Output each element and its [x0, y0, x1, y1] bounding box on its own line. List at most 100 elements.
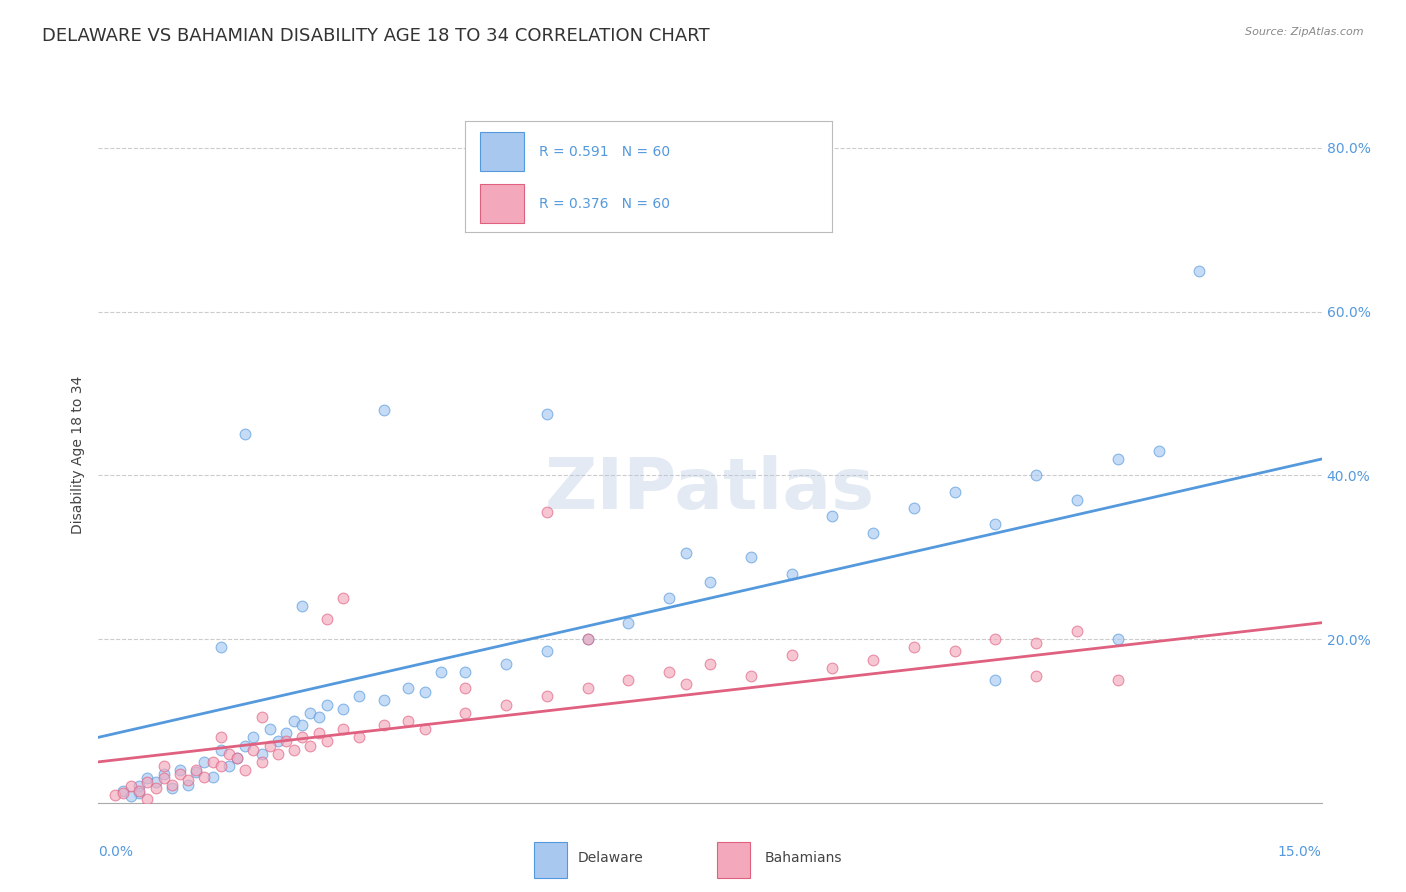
Point — [186, 763, 208, 777]
Point — [1025, 669, 1047, 683]
Point — [780, 648, 803, 663]
Point — [226, 751, 249, 765]
Point — [209, 742, 232, 756]
Point — [193, 770, 215, 784]
Point — [250, 710, 273, 724]
Point — [291, 599, 314, 614]
Point — [308, 710, 330, 724]
Point — [283, 714, 305, 728]
Point — [291, 718, 314, 732]
Point — [617, 673, 640, 687]
Point — [943, 644, 966, 658]
Point — [373, 403, 395, 417]
Point — [536, 644, 558, 658]
Point — [315, 698, 337, 712]
Point — [274, 734, 297, 748]
Text: 0.0%: 0.0% — [98, 845, 134, 858]
Point — [396, 681, 419, 696]
Point — [250, 755, 273, 769]
Point — [821, 509, 844, 524]
Point — [454, 706, 477, 720]
Point — [1107, 452, 1129, 467]
Point — [536, 505, 558, 519]
Point — [699, 574, 721, 589]
Point — [903, 640, 925, 655]
Point — [576, 632, 599, 646]
Point — [267, 747, 290, 761]
Point — [576, 681, 599, 696]
Point — [160, 780, 183, 795]
Text: DELAWARE VS BAHAMIAN DISABILITY AGE 18 TO 34 CORRELATION CHART: DELAWARE VS BAHAMIAN DISABILITY AGE 18 T… — [42, 27, 710, 45]
Point — [658, 591, 681, 606]
Point — [536, 690, 558, 704]
Point — [454, 681, 477, 696]
Point — [233, 763, 256, 777]
Point — [1066, 492, 1088, 507]
Point — [259, 722, 281, 736]
Point — [675, 677, 697, 691]
Point — [111, 786, 134, 800]
Point — [111, 783, 134, 797]
Point — [136, 775, 159, 789]
Point — [495, 698, 517, 712]
Point — [984, 673, 1007, 687]
Point — [186, 764, 208, 779]
Point — [169, 767, 191, 781]
Point — [169, 763, 191, 777]
Point — [233, 427, 256, 442]
Point — [152, 767, 174, 781]
Point — [209, 731, 232, 745]
Point — [299, 706, 322, 720]
Point — [1107, 632, 1129, 646]
Point — [283, 742, 305, 756]
Point — [226, 751, 249, 765]
Point — [536, 407, 558, 421]
Point — [413, 685, 436, 699]
Point — [315, 734, 337, 748]
Point — [177, 772, 200, 787]
Point — [373, 718, 395, 732]
Point — [209, 759, 232, 773]
Point — [128, 786, 150, 800]
Text: Source: ZipAtlas.com: Source: ZipAtlas.com — [1246, 27, 1364, 37]
Point — [862, 652, 884, 666]
Point — [821, 661, 844, 675]
Point — [984, 517, 1007, 532]
Point — [1188, 264, 1211, 278]
Point — [413, 722, 436, 736]
Point — [862, 525, 884, 540]
Point — [233, 739, 256, 753]
Point — [242, 731, 264, 745]
Point — [495, 657, 517, 671]
Y-axis label: Disability Age 18 to 34: Disability Age 18 to 34 — [72, 376, 86, 534]
Point — [120, 789, 142, 804]
Point — [675, 546, 697, 560]
Point — [267, 734, 290, 748]
Point — [274, 726, 297, 740]
Point — [617, 615, 640, 630]
Point — [576, 632, 599, 646]
Point — [396, 714, 419, 728]
Point — [349, 690, 371, 704]
Point — [332, 591, 354, 606]
Point — [152, 759, 174, 773]
Point — [218, 759, 240, 773]
Point — [136, 791, 159, 805]
Point — [145, 775, 167, 789]
Point — [984, 632, 1007, 646]
Point — [177, 778, 200, 792]
Point — [903, 501, 925, 516]
Text: 15.0%: 15.0% — [1278, 845, 1322, 858]
Point — [349, 731, 371, 745]
Point — [136, 771, 159, 785]
Point — [454, 665, 477, 679]
Point — [430, 665, 453, 679]
Point — [332, 722, 354, 736]
Point — [291, 731, 314, 745]
Point — [128, 783, 150, 797]
Point — [145, 780, 167, 795]
Point — [1066, 624, 1088, 638]
Point — [120, 780, 142, 794]
Point — [193, 755, 215, 769]
Point — [943, 484, 966, 499]
